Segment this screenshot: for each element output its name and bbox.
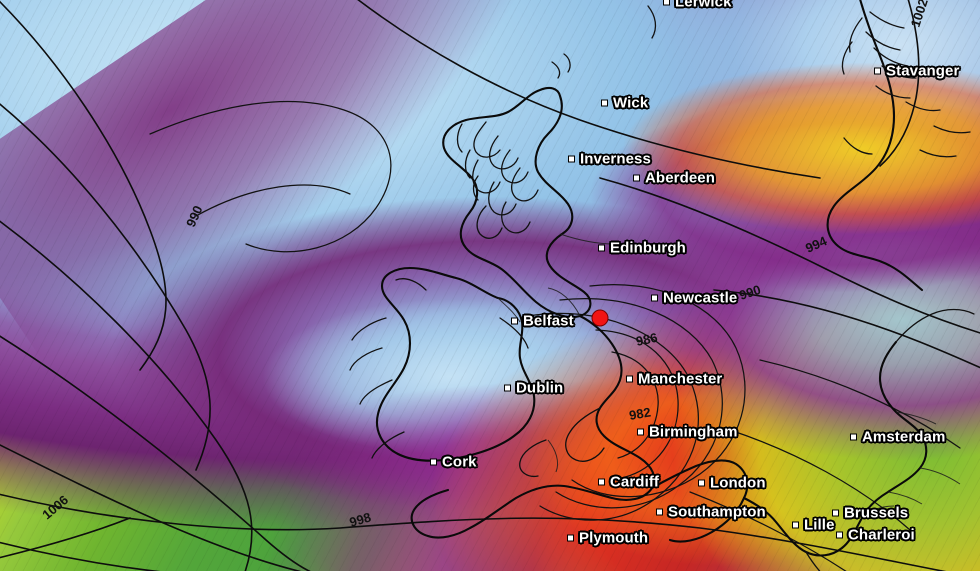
city-label-inverness[interactable]: Inverness bbox=[568, 151, 651, 168]
city-label-aberdeen[interactable]: Aberdeen bbox=[633, 170, 715, 187]
city-marker-icon bbox=[511, 317, 518, 325]
city-marker-icon bbox=[792, 521, 799, 529]
city-marker-icon bbox=[656, 508, 663, 516]
city-label-stavanger[interactable]: Stavanger bbox=[874, 63, 959, 80]
city-name: Manchester bbox=[638, 370, 723, 388]
city-label-manchester[interactable]: Manchester bbox=[626, 371, 722, 388]
city-label-southampton[interactable]: Southampton bbox=[656, 504, 766, 521]
city-marker-icon bbox=[567, 534, 574, 542]
selected-location-marker[interactable] bbox=[591, 309, 609, 327]
city-label-london[interactable]: London bbox=[698, 475, 766, 492]
city-label-newcastle[interactable]: Newcastle bbox=[651, 290, 737, 307]
city-name: Aberdeen bbox=[645, 169, 715, 187]
city-label-lerwick[interactable]: Lerwick bbox=[663, 0, 732, 11]
isobar-label-990-3: 990 bbox=[737, 282, 762, 303]
city-marker-icon bbox=[832, 509, 839, 517]
city-marker-icon bbox=[836, 531, 843, 539]
city-label-birmingham[interactable]: Birmingham bbox=[637, 424, 738, 441]
city-marker-icon bbox=[430, 458, 437, 466]
city-marker-icon bbox=[601, 99, 608, 107]
city-marker-icon bbox=[698, 479, 705, 487]
city-label-dublin[interactable]: Dublin bbox=[504, 380, 563, 397]
isobar-label-1006-7: 1006 bbox=[39, 492, 71, 522]
coastlines bbox=[349, 0, 975, 571]
city-label-brussels[interactable]: Brussels bbox=[832, 505, 908, 522]
city-label-wick[interactable]: Wick bbox=[601, 95, 648, 112]
city-label-cork[interactable]: Cork bbox=[430, 454, 477, 471]
isobar-label-994-1: 994 bbox=[803, 233, 830, 256]
city-label-cardiff[interactable]: Cardiff bbox=[598, 474, 659, 491]
city-name: Amsterdam bbox=[862, 428, 946, 446]
city-name: Inverness bbox=[580, 150, 651, 168]
city-marker-icon bbox=[850, 433, 857, 441]
city-label-lille[interactable]: Lille bbox=[792, 517, 835, 534]
city-marker-icon bbox=[637, 428, 644, 436]
city-label-plymouth[interactable]: Plymouth bbox=[567, 530, 648, 547]
isobar-label-990-2: 990 bbox=[183, 203, 206, 229]
city-marker-icon bbox=[663, 0, 670, 6]
city-name: Charleroi bbox=[848, 526, 915, 544]
city-name: Cork bbox=[442, 453, 477, 471]
city-marker-icon bbox=[598, 478, 605, 486]
city-label-edinburgh[interactable]: Edinburgh bbox=[598, 240, 686, 257]
city-name: Birmingham bbox=[649, 423, 738, 441]
city-label-charleroi[interactable]: Charleroi bbox=[836, 527, 915, 544]
city-name: Plymouth bbox=[579, 529, 649, 547]
isobar-label-982-5: 982 bbox=[628, 404, 652, 423]
city-label-amsterdam[interactable]: Amsterdam bbox=[850, 429, 945, 446]
city-name: Stavanger bbox=[886, 62, 960, 80]
city-name: Cardiff bbox=[610, 473, 660, 491]
city-name: London bbox=[710, 474, 766, 492]
city-marker-icon bbox=[598, 244, 605, 252]
isobar-label-998-6: 998 bbox=[348, 509, 373, 529]
city-name: Lerwick bbox=[675, 0, 732, 11]
city-name: Brussels bbox=[844, 504, 909, 522]
city-marker-icon bbox=[568, 155, 575, 163]
city-marker-icon bbox=[874, 67, 881, 75]
city-marker-icon bbox=[504, 384, 511, 392]
isobar-label-986-4: 986 bbox=[635, 330, 659, 349]
city-name: Newcastle bbox=[663, 289, 738, 307]
city-label-belfast[interactable]: Belfast bbox=[511, 313, 574, 330]
city-marker-icon bbox=[633, 174, 640, 182]
city-name: Edinburgh bbox=[610, 239, 686, 257]
city-name: Dublin bbox=[516, 379, 564, 397]
isobar-label-1002-0: 1002 bbox=[908, 0, 931, 29]
city-marker-icon bbox=[626, 375, 633, 383]
city-name: Lille bbox=[804, 516, 835, 534]
city-name: Southampton bbox=[668, 503, 766, 521]
city-name: Wick bbox=[613, 94, 649, 112]
city-name: Belfast bbox=[523, 312, 574, 330]
city-marker-icon bbox=[651, 294, 658, 302]
political-borders bbox=[497, 233, 961, 519]
